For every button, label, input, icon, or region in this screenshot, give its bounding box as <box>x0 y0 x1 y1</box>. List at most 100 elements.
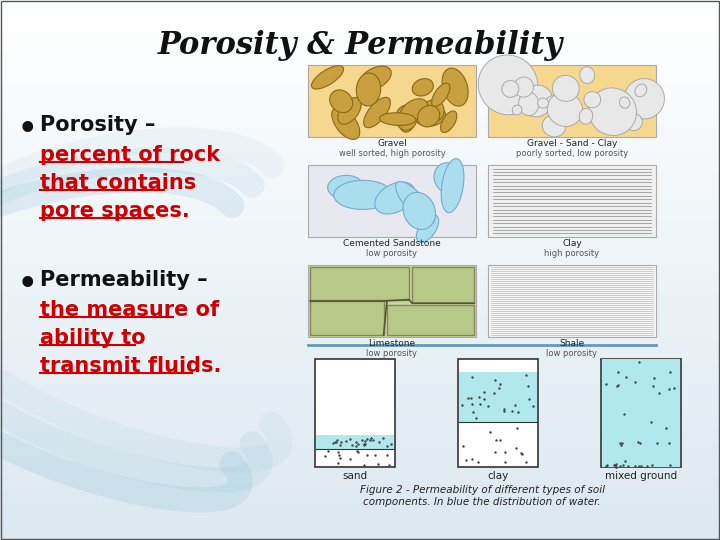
Bar <box>0 27 720 32</box>
Text: •: • <box>18 115 37 144</box>
Bar <box>0 421 720 427</box>
Ellipse shape <box>330 90 353 113</box>
Text: Clay: Clay <box>562 239 582 248</box>
Bar <box>0 275 720 281</box>
Bar <box>0 464 720 470</box>
Bar <box>0 135 720 140</box>
Bar <box>0 362 720 367</box>
Bar <box>0 481 720 486</box>
Text: Cemented Sandstone: Cemented Sandstone <box>343 239 441 248</box>
Ellipse shape <box>332 107 360 139</box>
Bar <box>0 49 720 54</box>
Bar <box>0 0 720 5</box>
Bar <box>0 513 720 518</box>
Ellipse shape <box>441 159 464 213</box>
Bar <box>0 508 720 513</box>
Ellipse shape <box>312 65 343 89</box>
Bar <box>0 373 720 378</box>
Bar <box>0 265 720 270</box>
Bar <box>0 113 720 119</box>
Bar <box>0 383 720 389</box>
Bar <box>0 243 720 248</box>
Bar <box>0 394 720 400</box>
Ellipse shape <box>589 88 636 136</box>
Bar <box>0 259 720 265</box>
Bar <box>308 165 476 237</box>
Text: Gravel - Sand - Clay: Gravel - Sand - Clay <box>527 139 617 148</box>
Bar <box>0 459 720 464</box>
Ellipse shape <box>521 85 552 117</box>
Bar <box>0 524 720 529</box>
Bar <box>0 103 720 108</box>
Bar <box>0 302 720 308</box>
Bar <box>0 470 720 475</box>
Bar <box>0 454 720 459</box>
Bar <box>0 70 720 76</box>
Text: Limestone: Limestone <box>369 339 415 348</box>
Bar <box>0 270 720 275</box>
Bar <box>0 346 720 351</box>
Text: the measure of: the measure of <box>40 300 219 320</box>
Bar <box>0 59 720 65</box>
Bar <box>0 313 720 319</box>
Ellipse shape <box>580 109 593 124</box>
Bar <box>315 359 395 467</box>
Bar <box>0 43 720 49</box>
Bar <box>0 130 720 135</box>
Bar <box>0 54 720 59</box>
Ellipse shape <box>418 105 440 127</box>
Ellipse shape <box>333 180 392 210</box>
Bar <box>0 518 720 524</box>
Bar <box>0 308 720 313</box>
Ellipse shape <box>338 98 361 124</box>
Bar <box>0 292 720 297</box>
Text: ability to: ability to <box>40 328 145 348</box>
Ellipse shape <box>635 84 647 97</box>
Ellipse shape <box>538 98 549 108</box>
Bar <box>0 248 720 254</box>
Text: Shale: Shale <box>559 339 585 348</box>
Bar <box>0 502 720 508</box>
Ellipse shape <box>399 106 415 132</box>
Ellipse shape <box>552 76 579 102</box>
Bar <box>0 146 720 151</box>
Bar <box>0 443 720 448</box>
Ellipse shape <box>546 96 559 109</box>
Text: poorly sorted, low porosity: poorly sorted, low porosity <box>516 149 628 158</box>
Bar <box>0 227 720 232</box>
Text: low porosity: low porosity <box>366 349 418 358</box>
Bar <box>0 81 720 86</box>
Bar <box>0 86 720 92</box>
Ellipse shape <box>580 67 595 84</box>
Bar <box>0 432 720 437</box>
Ellipse shape <box>434 163 462 193</box>
Bar <box>0 378 720 383</box>
Bar <box>0 216 720 221</box>
Bar <box>0 329 720 335</box>
Bar <box>0 497 720 502</box>
Text: clay: clay <box>487 471 508 481</box>
Bar <box>0 405 720 410</box>
Bar <box>0 184 720 189</box>
Ellipse shape <box>379 113 416 125</box>
Text: percent of rock: percent of rock <box>40 145 220 165</box>
Text: Gravel: Gravel <box>377 139 407 148</box>
Text: low porosity: low porosity <box>366 249 418 258</box>
Bar <box>0 286 720 292</box>
Bar <box>0 211 720 216</box>
Bar <box>0 297 720 302</box>
Bar <box>0 232 720 238</box>
Bar <box>0 475 720 481</box>
Text: •: • <box>18 270 37 299</box>
Bar <box>0 76 720 81</box>
Bar <box>459 372 537 422</box>
Ellipse shape <box>416 215 438 242</box>
Bar <box>0 427 720 432</box>
Ellipse shape <box>547 92 582 126</box>
Bar <box>0 351 720 356</box>
Ellipse shape <box>502 80 519 97</box>
Bar <box>0 367 720 373</box>
Bar <box>0 157 720 162</box>
Text: mixed ground: mixed ground <box>605 471 677 481</box>
Ellipse shape <box>441 111 457 132</box>
